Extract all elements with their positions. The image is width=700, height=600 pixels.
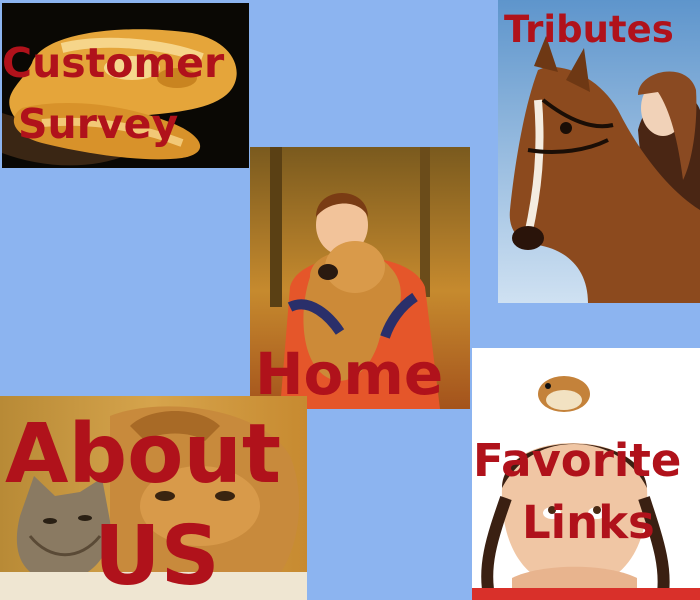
girl-with-hamster-photo xyxy=(472,348,700,600)
home-label[interactable]: Home xyxy=(255,340,444,408)
about-us-label-line2[interactable]: US xyxy=(94,509,220,600)
customer-survey-label-line1[interactable]: Customer xyxy=(2,39,225,87)
favorite-links-tile[interactable]: Favorite Links xyxy=(472,348,700,600)
home-tile[interactable]: Home xyxy=(250,147,470,409)
favorite-links-label-line1[interactable]: Favorite xyxy=(473,434,682,487)
snake-photo xyxy=(2,3,249,168)
cat-and-dog-photo xyxy=(0,396,307,600)
favorite-links-label-line2[interactable]: Links xyxy=(522,496,655,549)
boy-with-dog-photo xyxy=(250,147,470,409)
tributes-label[interactable]: Tributes xyxy=(504,8,674,51)
customer-survey-label-line2[interactable]: Survey xyxy=(18,100,179,148)
tributes-tile[interactable]: Tributes xyxy=(498,0,700,303)
about-us-label-line1[interactable]: About xyxy=(5,407,282,502)
customer-survey-tile[interactable]: Customer Survey xyxy=(2,3,249,168)
about-us-tile[interactable]: About US xyxy=(0,396,307,600)
horse-and-girl-photo xyxy=(498,0,700,303)
